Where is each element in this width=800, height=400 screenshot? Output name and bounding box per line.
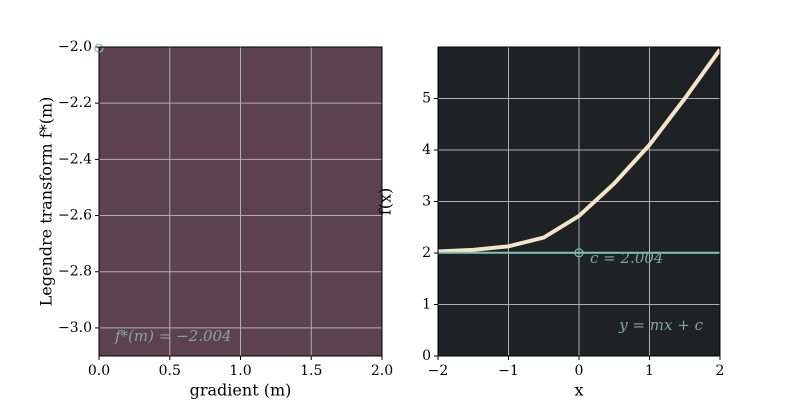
- y-tick-label: 5: [422, 91, 431, 107]
- y-axis-label: f(x): [376, 188, 395, 215]
- x-tick-label: 2: [716, 363, 725, 379]
- annotation: f*(m) = −2.004: [114, 327, 232, 345]
- y-tick-label: 2: [422, 245, 431, 261]
- y-tick-label: −2.4: [58, 151, 92, 167]
- annotation: c = 2.004: [590, 249, 663, 267]
- y-tick-label: 0: [422, 348, 431, 364]
- x-tick-label: 1.5: [300, 363, 322, 379]
- y-axis-label: Legendre transform f*(m): [37, 97, 56, 307]
- y-tick-label: 4: [422, 142, 431, 158]
- point: [574, 248, 584, 258]
- x-tick-label: 0.0: [88, 363, 110, 379]
- x-tick-label: 0.5: [159, 363, 181, 379]
- y-tick-label: 1: [422, 297, 431, 313]
- x-tick-label: 1.0: [229, 363, 251, 379]
- y-tick-label: −3.0: [58, 320, 92, 336]
- x-axis-label: gradient (m): [190, 381, 292, 400]
- x-tick-label: 2.0: [371, 363, 393, 379]
- x-tick-label: 1: [645, 363, 654, 379]
- y-tick-label: 3: [422, 194, 431, 210]
- y-tick-label: −2.6: [58, 208, 92, 224]
- x-tick-label: −1: [498, 363, 519, 379]
- axes-frame: [98, 46, 383, 357]
- x-axis-label: x: [574, 381, 583, 400]
- line: [437, 48, 722, 254]
- x-tick-label: −2: [428, 363, 449, 379]
- annotation: y = mx + c: [618, 316, 703, 334]
- y-tick-label: −2.2: [58, 95, 92, 111]
- axes-frame: [437, 46, 721, 357]
- x-tick-label: 0: [575, 363, 584, 379]
- y-tick-label: −2.0: [58, 39, 92, 55]
- y-tick-label: −2.8: [58, 264, 92, 280]
